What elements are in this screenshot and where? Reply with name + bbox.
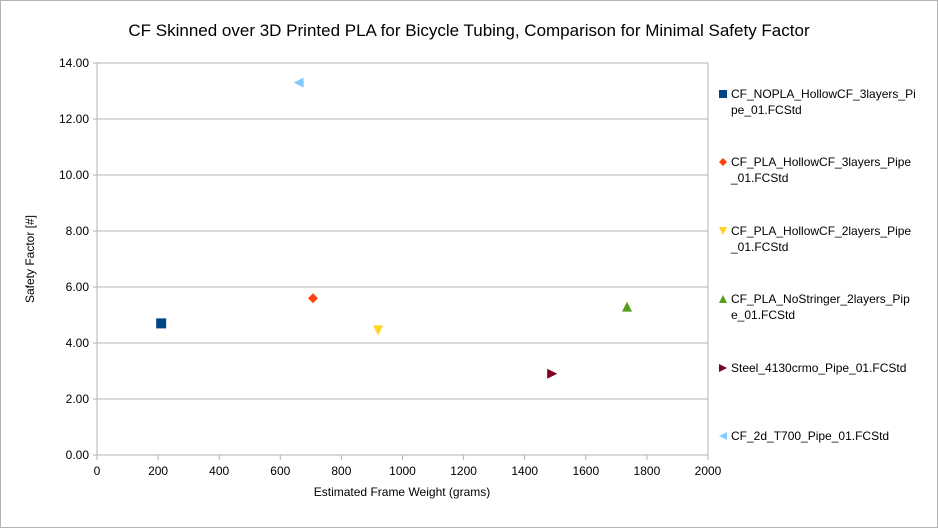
x-tick-label: 1800 [634, 464, 661, 478]
x-tick-label: 800 [331, 464, 351, 478]
legend-label: CF_PLA_NoStringer_2layers_Pipe_01.FCStd [731, 292, 910, 323]
legend-marker-square [719, 90, 727, 98]
x-tick-label: 0 [94, 464, 101, 478]
y-tick-label: 12.00 [59, 112, 89, 126]
legend-label: Steel_4130crmo_Pipe_01.FCStd [731, 360, 907, 375]
plot-area-border [96, 62, 709, 456]
y-tick-label: 2.00 [66, 392, 90, 406]
x-tick-label: 600 [270, 464, 290, 478]
x-tick-label: 1200 [450, 464, 477, 478]
legend-marker-triangle-down [719, 226, 727, 235]
x-tick-label: 400 [209, 464, 229, 478]
y-tick-label: 6.00 [66, 280, 90, 294]
data-point-4 [622, 301, 633, 312]
data-point-6 [293, 77, 304, 88]
legend-marker-triangle-up [719, 295, 727, 304]
legend-label: CF_PLA_HollowCF_2layers_Pipe_01.FCStd [731, 223, 912, 254]
y-tick-label: 10.00 [59, 168, 89, 182]
chart-title: CF Skinned over 3D Printed PLA for Bicyc… [128, 21, 810, 40]
y-tick-label: 14.00 [59, 56, 89, 70]
x-tick-label: 1600 [572, 464, 599, 478]
y-tick-label: 0.00 [66, 448, 90, 462]
x-axis-label: Estimated Frame Weight (grams) [313, 485, 491, 499]
legend-label: CF_2d_T700_Pipe_01.FCStd [731, 429, 890, 443]
legend-marker-triangle-left [719, 432, 727, 440]
legend-label: CF_PLA_HollowCF_3layers_Pipe_01.FCStd [731, 155, 912, 186]
legend-marker-diamond [719, 158, 727, 167]
legend-label: CF_NOPLA_HollowCF_3layers_Pipe_01.FCStd [731, 87, 916, 117]
legend-marker-triangle-right [719, 363, 727, 372]
data-point-1 [156, 318, 167, 329]
data-point-5 [547, 368, 558, 379]
data-point-3 [373, 325, 384, 336]
x-tick-label: 1000 [389, 464, 416, 478]
x-tick-label: 200 [148, 464, 168, 478]
data-point-2 [307, 293, 318, 304]
y-tick-label: 4.00 [66, 336, 90, 350]
x-tick-label: 2000 [695, 464, 722, 478]
x-tick-label: 1400 [511, 464, 538, 478]
y-tick-label: 8.00 [66, 224, 90, 238]
